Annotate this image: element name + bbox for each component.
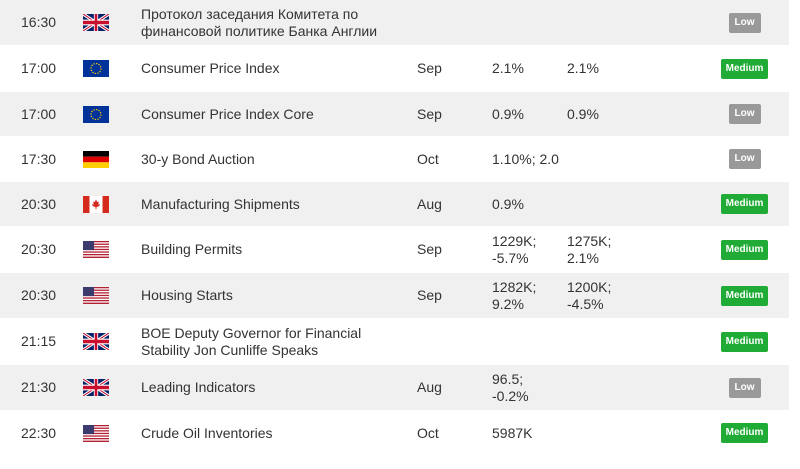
event-title[interactable]: Consumer Price Index Core	[141, 105, 314, 122]
importance-badge: Low	[728, 104, 761, 124]
event-actual: 2.1%	[492, 60, 524, 76]
importance-cell: Low	[700, 137, 789, 181]
importance-cell: Medium	[700, 411, 789, 455]
event-time: 16:30	[21, 14, 57, 30]
importance-badge: Low	[728, 12, 761, 33]
event-time: 17:30	[21, 150, 57, 167]
event-title[interactable]: Housing Starts	[141, 287, 233, 303]
importance-badge: Medium	[720, 423, 769, 443]
uk-flag-icon	[83, 0, 109, 45]
event-title[interactable]: 30-y Bond Auction	[141, 150, 255, 167]
event-period: Aug	[417, 379, 442, 395]
importance-cell: Medium	[700, 46, 789, 91]
importance-badge: Medium	[720, 285, 769, 306]
event-actual: 0.9%	[492, 105, 524, 122]
event-time: 21:15	[21, 333, 57, 349]
event-actual: 1282K; 9.2%	[492, 278, 537, 312]
importance-cell: Low	[700, 92, 789, 136]
event-row[interactable]: 21:30 Leading Indicators Aug 96.5; -0.2%…	[0, 365, 789, 411]
importance-badge: Medium	[720, 194, 769, 214]
event-period: Sep	[417, 105, 442, 122]
event-title[interactable]: Crude Oil Inventories	[141, 424, 273, 441]
event-period: Aug	[417, 195, 442, 212]
event-forecast	[567, 365, 637, 410]
event-row[interactable]: 16:30 Протокол заседания Комитета по фин…	[0, 0, 789, 46]
event-time: 17:00	[21, 60, 57, 76]
usa-flag-icon	[83, 227, 109, 272]
canada-flag-icon	[83, 182, 109, 226]
importance-badge: Medium	[720, 239, 769, 260]
usa-flag-icon	[83, 273, 109, 318]
importance-badge: Low	[728, 149, 761, 169]
event-actual: 96.5; -0.2%	[492, 370, 529, 404]
event-forecast	[567, 137, 637, 181]
economic-calendar-table: 16:30 Протокол заседания Комитета по фин…	[0, 0, 789, 456]
importance-cell: Medium	[700, 182, 789, 226]
importance-badge: Medium	[720, 58, 769, 79]
event-row[interactable]: 20:30 Housing Starts Sep 1282K; 9.2% 120…	[0, 273, 789, 319]
event-row[interactable]: 20:30 Building Permits Sep 1229K; -5.7% …	[0, 227, 789, 273]
importance-cell: Low	[700, 0, 789, 45]
event-row[interactable]: 22:30 Crude Oil Inventories Oct 5987K Me…	[0, 411, 789, 456]
event-actual	[492, 319, 562, 364]
event-row[interactable]: 20:30 Manufacturing Shipments Aug 0.9% M…	[0, 182, 789, 227]
event-time: 21:30	[21, 379, 57, 395]
event-title[interactable]: Leading Indicators	[141, 379, 256, 395]
event-forecast	[567, 182, 637, 226]
importance-badge: Low	[728, 377, 761, 398]
importance-cell: Low	[700, 365, 789, 410]
event-forecast: 0.9%	[567, 105, 599, 122]
event-forecast	[567, 411, 637, 455]
event-actual: 5987K	[492, 424, 533, 441]
event-row[interactable]: 21:15 BOE Deputy Governor for Financial …	[0, 319, 789, 365]
event-period: Oct	[417, 150, 439, 167]
event-actual	[492, 0, 562, 45]
eu-flag-icon	[83, 46, 109, 91]
event-title[interactable]: Building Permits	[141, 241, 243, 257]
importance-cell: Medium	[700, 227, 789, 272]
importance-badge: Medium	[720, 331, 769, 352]
event-period: Sep	[417, 241, 442, 257]
uk-flag-icon	[83, 365, 109, 410]
importance-cell: Medium	[700, 319, 789, 364]
usa-flag-icon	[83, 411, 109, 455]
germany-flag-icon	[83, 137, 109, 181]
event-title[interactable]: BOE Deputy Governor for Financial Stabil…	[141, 324, 362, 358]
event-actual: 1.10%; 2.0	[492, 150, 559, 167]
event-period: Sep	[417, 287, 442, 303]
event-time: 20:30	[21, 287, 57, 303]
event-forecast	[567, 0, 637, 45]
event-period: Sep	[417, 60, 442, 76]
event-row[interactable]: 17:00 Consumer Price Index Sep 2.1% 2.1%…	[0, 46, 789, 92]
event-time: 17:00	[21, 105, 57, 122]
event-actual: 1229K; -5.7%	[492, 232, 537, 266]
event-title[interactable]: Manufacturing Shipments	[141, 195, 300, 212]
event-row[interactable]: 17:00 Consumer Price Index Core Sep 0.9%…	[0, 92, 789, 137]
event-title[interactable]: Consumer Price Index	[141, 60, 280, 76]
importance-cell: Medium	[700, 273, 789, 318]
event-forecast: 2.1%	[567, 60, 599, 76]
uk-flag-icon	[83, 319, 109, 364]
event-row[interactable]: 17:30 30-y Bond Auction Oct 1.10%; 2.0 L…	[0, 137, 789, 182]
event-time: 20:30	[21, 241, 57, 257]
event-forecast: 1275K; 2.1%	[567, 232, 612, 266]
eu-flag-icon	[83, 92, 109, 136]
event-forecast: 1200K; -4.5%	[567, 278, 612, 312]
event-time: 22:30	[21, 424, 57, 441]
event-actual: 0.9%	[492, 195, 524, 212]
event-title[interactable]: Протокол заседания Комитета по финансово…	[141, 5, 378, 39]
event-time: 20:30	[21, 195, 57, 212]
event-period: Oct	[417, 424, 439, 441]
event-forecast	[567, 319, 637, 364]
